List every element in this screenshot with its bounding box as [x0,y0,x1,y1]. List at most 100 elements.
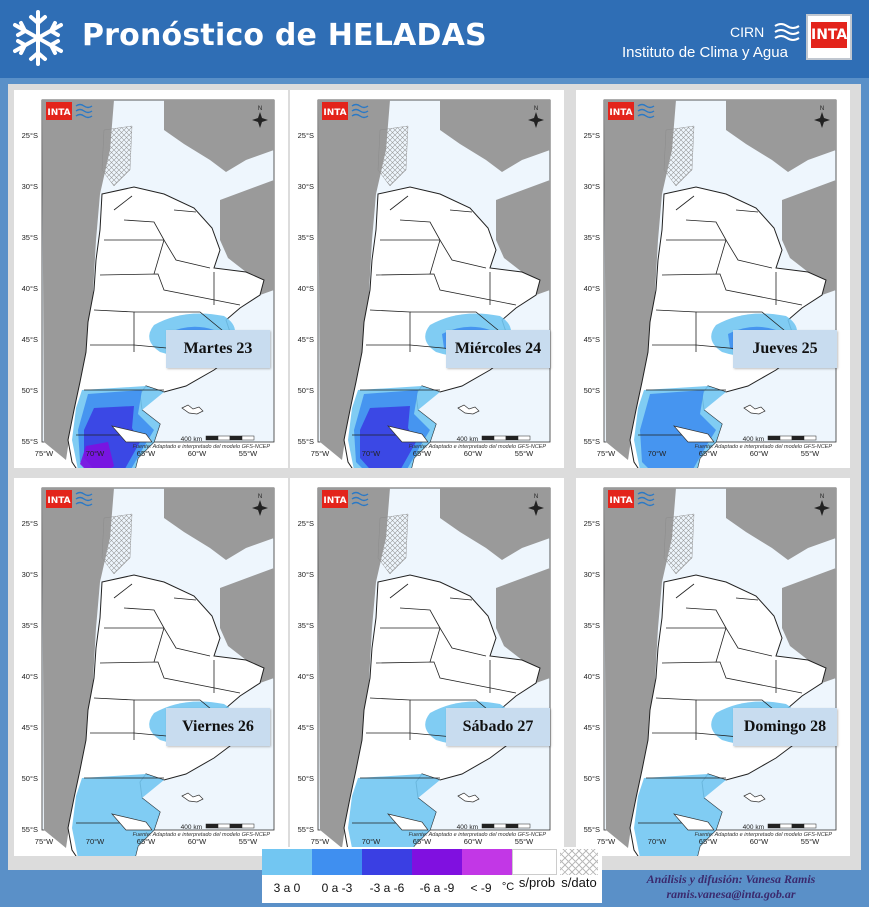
province-border [113,583,133,599]
scale-bar [803,823,817,829]
inta-logo [46,102,72,120]
lat-tick-label: 55°S [22,437,38,446]
svg-text:N: N [820,494,824,500]
no-data-zone [101,513,133,575]
lon-tick-label: 65°W [137,837,156,846]
lat-tick-label: 50°S [584,774,600,783]
lon-tick-label: 70°W [362,449,381,458]
day-label: Jueves 25 [733,330,837,368]
scale-bar [493,823,507,829]
legend-label: -3 a -6 [369,881,405,895]
legend-swatch [362,849,412,875]
province-border [715,627,727,663]
lon-tick-label: 65°W [699,837,718,846]
source-note: Fuente: Adaptado e interpretado del mode… [695,444,833,450]
malvinas-islands [181,792,204,803]
lon-tick-label: 70°W [86,449,105,458]
lat-tick-label: 45°S [584,335,600,344]
lon-tick-label: 55°W [239,449,258,458]
scale-bar [791,823,805,829]
province-border [666,239,773,269]
province-border [449,209,473,213]
brazil-uruguay-shape [496,568,550,683]
lon-tick-label: 55°W [515,449,534,458]
province-border [153,627,165,663]
map-panel: INTA N 25°S 30°S 35°S 40°S 45°S 50°S 55°S 75°W 70°… [290,90,564,468]
inta-logo: INTA [806,14,852,60]
header-bar: Pronóstico de HELADAS CIRN Instituto de … [0,0,869,78]
lat-tick-label: 40°S [298,284,314,293]
lat-tick-label: 30°S [22,570,38,579]
lat-tick-label: 45°S [584,723,600,732]
lat-tick-label: 25°S [584,131,600,140]
scale-label: 400 km [181,436,202,443]
map-svg: INTA N 25°S 30°S 35°S 40°S 45°S 50°S 55°S 75°W 70°… [584,487,837,856]
province-border [375,661,517,694]
waves-icon [351,103,369,119]
lon-tick-label: 60°W [750,837,769,846]
province-border [113,195,133,211]
no-data-zone [377,125,409,187]
province-border [134,311,229,336]
scale-bar [217,823,231,829]
scale-bar [217,435,231,441]
scale-bar [241,823,255,829]
credit-email: ramis.vanesa@inta.gob.ar [666,887,796,901]
day-label: Domingo 28 [733,708,837,746]
org-name: Instituto de Clima y Agua [622,44,788,61]
province-border [399,607,441,629]
province-border [399,219,441,241]
lon-tick-label: 75°W [311,449,330,458]
scale-label: 400 km [743,824,764,831]
waves-icon [637,491,655,507]
lat-tick-label: 45°S [298,723,314,732]
bolivia-paraguay-shape [440,100,550,172]
brazil-uruguay-shape [782,568,836,683]
no-data-zone [663,513,695,575]
org-short-name: CIRN [730,24,765,40]
province-border [389,195,409,211]
lon-tick-label: 65°W [699,449,718,458]
lat-tick-label: 35°S [22,621,38,630]
lat-tick-label: 30°S [298,182,314,191]
scale-bar [229,823,243,829]
north-arrow-icon: N [814,494,830,516]
lat-tick-label: 30°S [584,570,600,579]
lat-tick-label: 40°S [22,672,38,681]
province-border [685,607,727,629]
province-border [735,597,759,601]
waves-icon [75,491,93,507]
province-border [675,195,695,211]
no-data-zone [663,125,695,187]
province-border [666,627,773,657]
scale-label: 400 km [457,824,478,831]
lat-tick-label: 25°S [298,131,314,140]
frost-zone [634,774,726,856]
lat-tick-label: 35°S [298,233,314,242]
north-arrow-icon: N [814,106,830,128]
north-arrow-icon: N [528,106,544,128]
map-panel: INTA N 25°S 30°S 35°S 40°S 45°S 50°S 55°S 75°W 70°… [576,478,850,856]
frost-zone [72,774,164,856]
map-svg: INTA N 25°S 30°S 35°S 40°S 45°S 50°S 55°S 75°W 70°… [298,487,551,856]
scale-bar [205,435,219,441]
province-border [123,607,165,629]
legend-swatch-hatched [560,849,598,875]
legend-label: < -9 [470,881,492,895]
map-svg: INTA N 25°S 30°S 35°S 40°S 45°S 50°S 55°S 75°W 70°… [298,99,551,468]
province-border [410,311,505,336]
bolivia-paraguay-shape [440,488,550,560]
scale-bar [779,435,793,441]
inta-logo-text: INTA [609,496,632,506]
province-border [429,239,441,275]
lon-tick-label: 70°W [86,837,105,846]
legend-unit: °C [501,881,515,893]
lon-tick-label: 55°W [239,837,258,846]
inta-logo [322,102,348,120]
legend-label: s/dato [561,875,597,890]
lat-tick-label: 50°S [298,774,314,783]
lon-tick-label: 60°W [188,449,207,458]
lat-tick-label: 30°S [298,570,314,579]
source-note: Fuente: Adaptado e interpretado del mode… [133,444,271,450]
credit-author: Análisis y difusión: Vanesa Ramis [646,872,816,886]
